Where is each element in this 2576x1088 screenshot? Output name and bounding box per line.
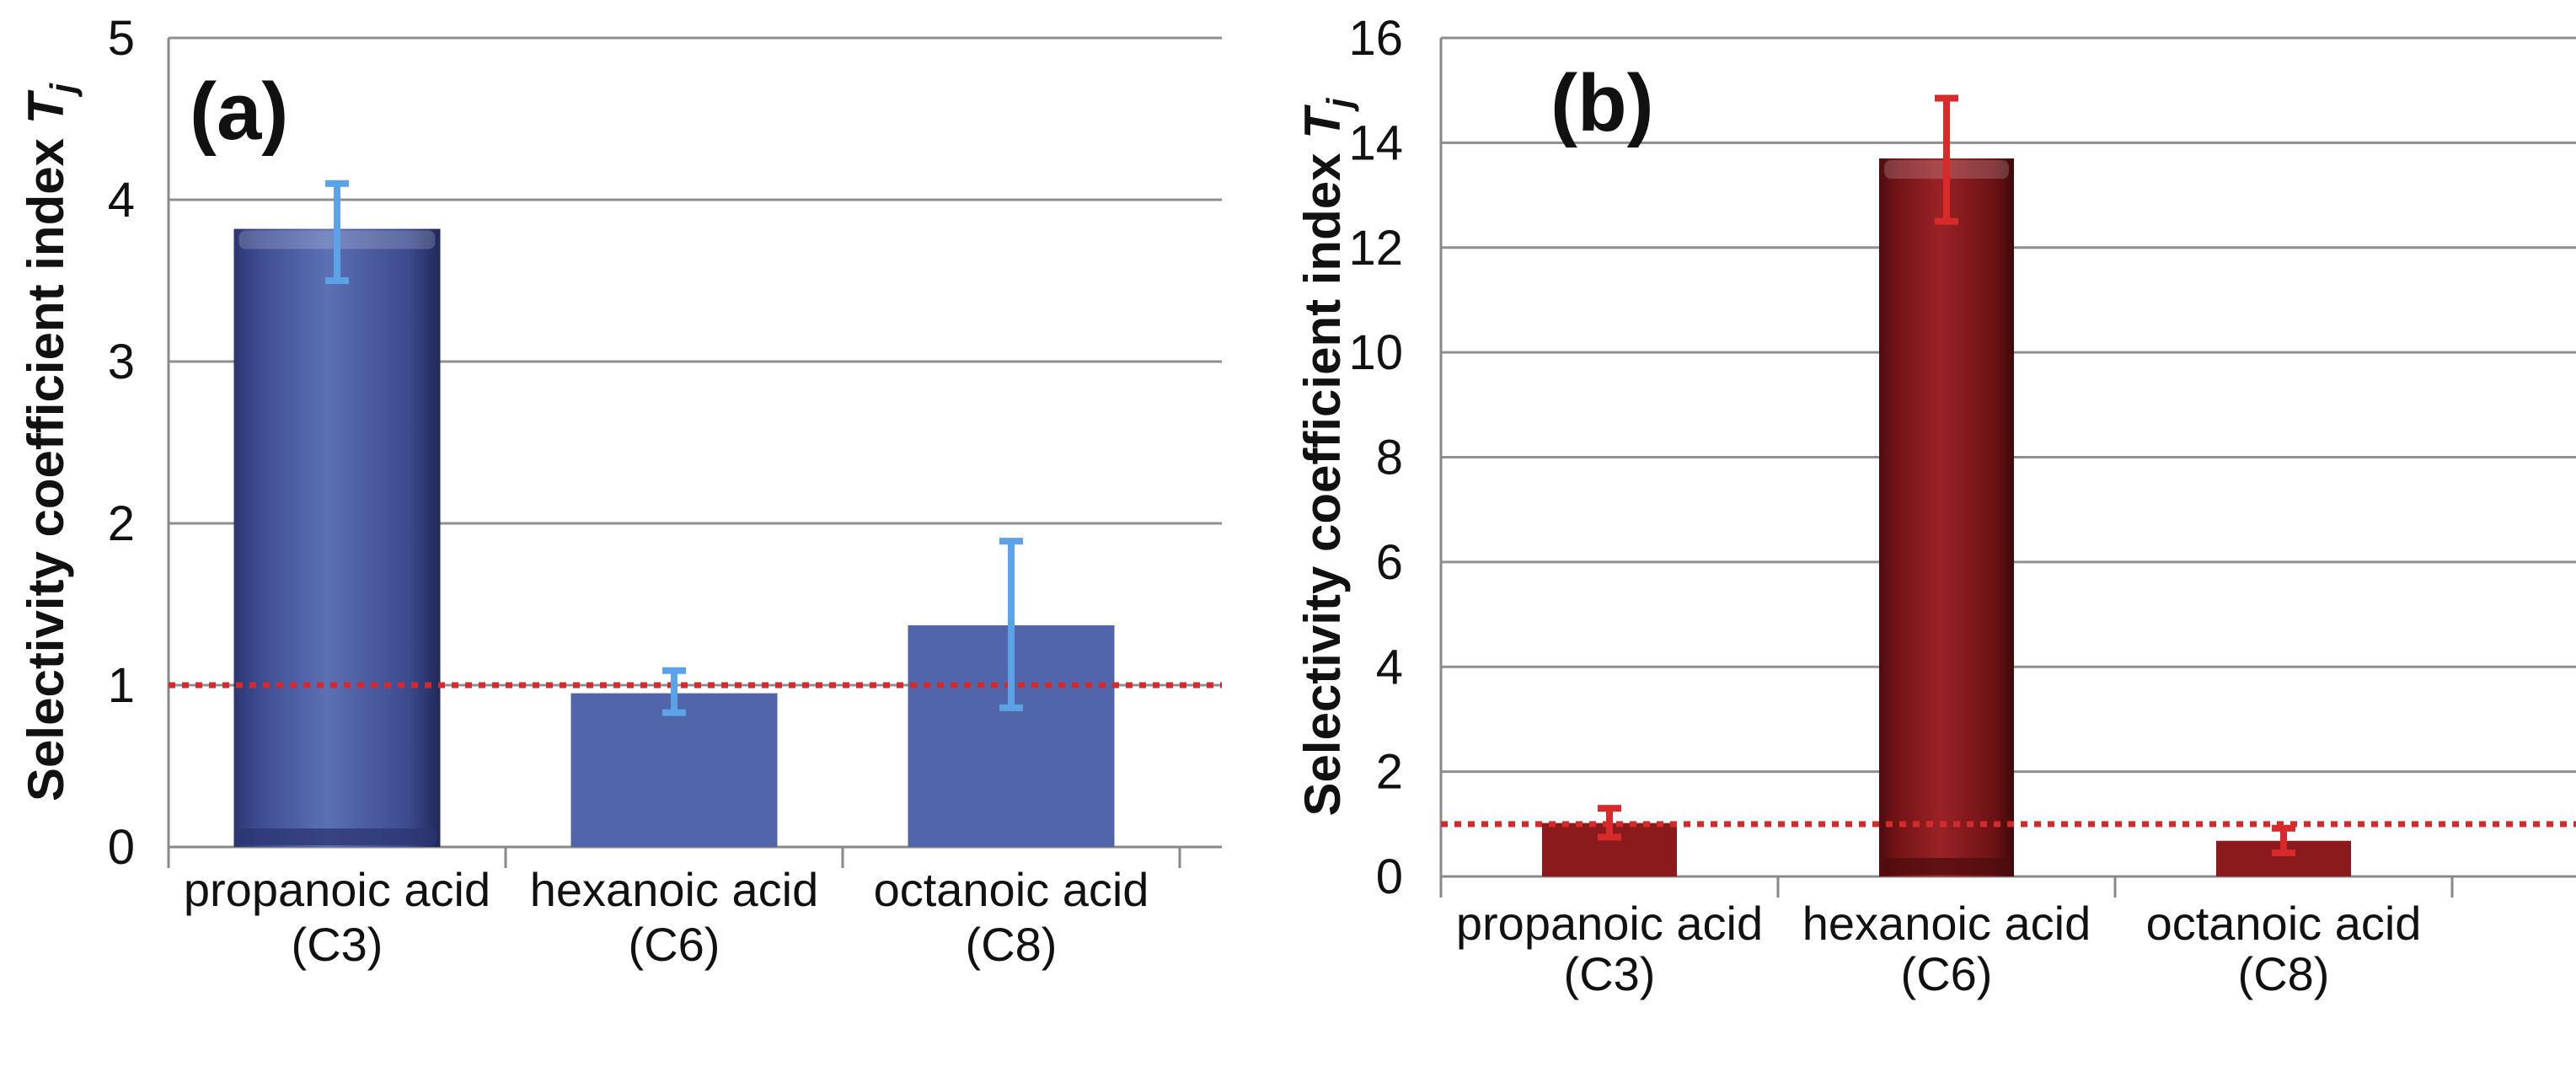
panel-a-chart: 0 1 2 3 4 5 propanoic acid(C3) hexanoic acid(C6…	[18, 11, 1222, 971]
panel-a-y-tick-label: 2	[108, 496, 135, 551]
panel-b-category-label: hexanoic acid	[1802, 897, 2091, 950]
panel-a-category-sublabel: (C3)	[292, 918, 383, 971]
panel-b-chart: 0 2 4 6 8 10 12 14 16 propanoic acid(C3) hexanoic …	[1294, 11, 2576, 1000]
panel-b-category-sublabel: (C6)	[1901, 947, 1993, 1000]
panel-a-y-tick-label: 1	[108, 658, 135, 713]
panel-a-panel-label: (a)	[190, 67, 288, 157]
panel-a-bar	[233, 228, 441, 847]
panel-b-y-tick-label: 8	[1376, 431, 1403, 485]
panel-b-category-label: propanoic acid	[1456, 897, 1763, 950]
panel-a-category-label: octanoic acid	[874, 863, 1149, 916]
panel-a-y-tick-label: 3	[108, 335, 135, 389]
panel-b-y-tick-label: 0	[1376, 849, 1403, 904]
panel-a-y-tick-label: 4	[108, 173, 135, 228]
panel-a-y-tick-label: 0	[108, 820, 135, 875]
panel-b-panel-label: (b)	[1550, 58, 1654, 148]
panel-a-category-sublabel: (C8)	[966, 918, 1058, 971]
panel-b-bar	[1879, 158, 2014, 876]
panel-b-category-sublabel: (C3)	[1564, 947, 1656, 1000]
panel-b-y-tick-label: 10	[1348, 325, 1403, 380]
panel-b-y-tick-label: 14	[1348, 115, 1403, 170]
panel-a-category-label: hexanoic acid	[530, 863, 818, 916]
panel-b-category-sublabel: (C8)	[2238, 947, 2330, 1000]
panel-a-category-label: propanoic acid	[184, 863, 490, 916]
panel-b-y-tick-label: 12	[1348, 221, 1403, 276]
panel-b-bar-base-shadow	[1882, 858, 2011, 875]
panel-b-category-label: octanoic acid	[2146, 897, 2422, 950]
panel-a-bar	[570, 693, 778, 847]
panel-a-category-sublabel: (C6)	[629, 918, 720, 971]
panel-a-y-axis-title: Selectivity coefficient index Tj	[18, 83, 83, 801]
panel-a-bar-base-shadow	[237, 828, 437, 845]
panel-b-y-tick-label: 4	[1376, 640, 1403, 694]
panel-a-y-tick-label: 5	[108, 11, 135, 66]
panel-b-y-tick-label: 16	[1348, 11, 1403, 66]
panel-b-y-axis-title: Selectivity coefficient index Tj	[1294, 97, 1359, 816]
panel-b-y-tick-label: 2	[1376, 745, 1403, 800]
panel-b-y-tick-label: 6	[1376, 535, 1403, 590]
